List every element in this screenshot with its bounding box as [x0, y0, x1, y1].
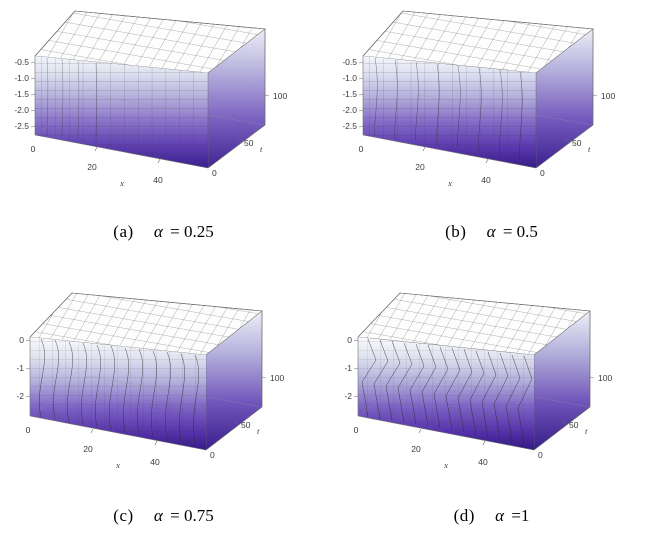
- surface-plot-c-svg: 0 -1 -2 0 20 40 x 100 50 t 0: [16, 292, 284, 470]
- t-tick-label: 100: [273, 91, 287, 101]
- caption-c-value: = 0.75: [170, 506, 214, 525]
- z-tick-label: -1: [344, 363, 352, 373]
- x-tick-label: 20: [415, 162, 425, 172]
- z-tick-label: -2.5: [342, 121, 357, 131]
- caption-d-symbol: α: [495, 506, 505, 525]
- caption-d: (d) α =1: [328, 506, 655, 526]
- plot-d: 0 -1 -2 0 20 40 x 100 50 t 0: [328, 278, 655, 493]
- z-tick-label: -2: [344, 391, 352, 401]
- z-tick-label: -1: [16, 363, 24, 373]
- x-tick-label: 40: [481, 175, 491, 185]
- x-axis-label: x: [443, 460, 448, 470]
- t-origin-label: 0: [538, 450, 543, 460]
- caption-b-symbol: α: [486, 222, 496, 241]
- plot-b: -0.5 -1.0 -1.5 -2.0 -2.5 0 20 40 x 100 5…: [328, 0, 655, 215]
- x-tick-label: 40: [150, 457, 160, 467]
- x-tick-label: 40: [153, 175, 163, 185]
- caption-a: (a) α = 0.25: [0, 222, 327, 242]
- x-origin-label: 0: [31, 144, 36, 154]
- caption-c-label: (c): [113, 506, 134, 525]
- caption-a-symbol: α: [153, 222, 163, 241]
- caption-c: (c) α = 0.75: [0, 506, 327, 526]
- t-tick-label: 50: [244, 138, 254, 148]
- t-tick-label: 50: [572, 138, 582, 148]
- plot-c: 0 -1 -2 0 20 40 x 100 50 t 0: [0, 278, 327, 493]
- panel-d: 0 -1 -2 0 20 40 x 100 50 t 0 (d) α =1: [328, 278, 655, 555]
- t-origin-label: 0: [540, 168, 545, 178]
- caption-b: (b) α = 0.5: [328, 222, 655, 242]
- x-axis-label: x: [119, 178, 124, 188]
- panel-c: 0 -1 -2 0 20 40 x 100 50 t 0 (c) α = 0.7…: [0, 278, 327, 555]
- z-tick-label: -0.5: [14, 57, 29, 67]
- x-origin-label: 0: [26, 425, 31, 435]
- surface-plot-b-svg: -0.5 -1.0 -1.5 -2.0 -2.5 0 20 40 x 100 5…: [342, 10, 615, 188]
- caption-c-symbol: α: [153, 506, 163, 525]
- z-tick-label: -2.0: [14, 105, 29, 115]
- t-origin-label: 0: [210, 450, 215, 460]
- z-tick-label: -2.5: [14, 121, 29, 131]
- t-tick-label: 50: [241, 420, 251, 430]
- t-axis-label: t: [585, 426, 588, 436]
- z-tick-label: -1.5: [342, 89, 357, 99]
- z-tick-label: 0: [19, 335, 24, 345]
- z-tick-label: 0: [347, 335, 352, 345]
- x-tick-label: 20: [411, 444, 421, 454]
- caption-b-value: = 0.5: [502, 222, 538, 241]
- caption-a-label: (a): [113, 222, 134, 241]
- z-tick-label: -2.0: [342, 105, 357, 115]
- t-tick-label: 100: [601, 91, 615, 101]
- z-tick-label: -0.5: [342, 57, 357, 67]
- plot-a: -0.5 -1.0 -1.5 -2.0 -2.5 0 20 40 x 100 5…: [0, 0, 327, 215]
- t-axis-label: t: [588, 144, 591, 154]
- t-axis-label: t: [257, 426, 260, 436]
- t-tick-label: 100: [598, 373, 612, 383]
- z-tick-label: -1.0: [14, 73, 29, 83]
- panel-a: -0.5 -1.0 -1.5 -2.0 -2.5 0 20 40 x 100 5…: [0, 0, 327, 277]
- t-origin-label: 0: [212, 168, 217, 178]
- x-tick-label: 20: [87, 162, 97, 172]
- caption-a-value: = 0.25: [170, 222, 214, 241]
- caption-b-label: (b): [445, 222, 467, 241]
- x-axis-label: x: [447, 178, 452, 188]
- t-axis-label: t: [260, 144, 263, 154]
- x-origin-label: 0: [359, 144, 364, 154]
- caption-d-value: =1: [511, 506, 530, 525]
- surface-plot-d-svg: 0 -1 -2 0 20 40 x 100 50 t 0: [344, 292, 612, 470]
- x-axis-label: x: [115, 460, 120, 470]
- z-tick-label: -2: [16, 391, 24, 401]
- x-tick-label: 20: [83, 444, 93, 454]
- z-tick-label: -1.5: [14, 89, 29, 99]
- panel-b: -0.5 -1.0 -1.5 -2.0 -2.5 0 20 40 x 100 5…: [328, 0, 655, 277]
- t-tick-label: 100: [270, 373, 284, 383]
- t-tick-label: 50: [569, 420, 579, 430]
- z-tick-label: -1.0: [342, 73, 357, 83]
- x-tick-label: 40: [478, 457, 488, 467]
- x-origin-label: 0: [354, 425, 359, 435]
- caption-d-label: (d): [453, 506, 475, 525]
- surface-plot-a-svg: -0.5 -1.0 -1.5 -2.0 -2.5 0 20 40 x 100 5…: [14, 10, 287, 188]
